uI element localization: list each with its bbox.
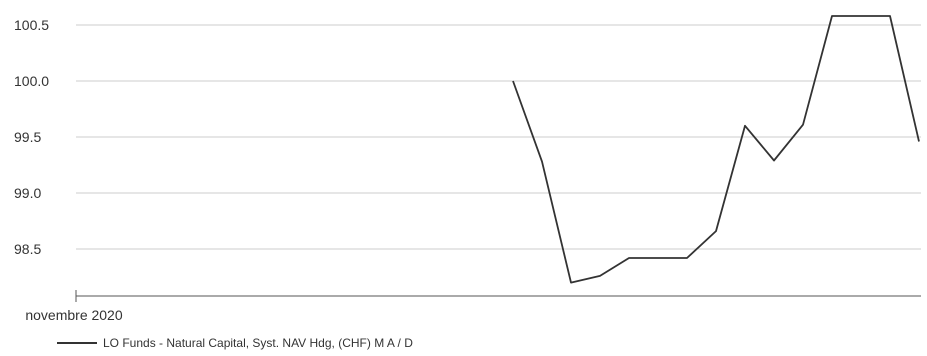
x-axis-ticks: novembre 2020 [25,290,123,323]
y-tick-label: 99.0 [14,185,41,201]
gridlines [76,24,921,250]
legend-label: LO Funds - Natural Capital, Syst. NAV Hd… [103,336,413,350]
y-tick-label: 100.5 [14,17,49,33]
y-tick-label: 99.5 [14,129,41,145]
series-line [512,15,920,284]
x-tick-label: novembre 2020 [25,307,123,323]
y-tick-label: 100.0 [14,73,49,89]
legend: LO Funds - Natural Capital, Syst. NAV Hd… [57,336,413,350]
legend-swatch [57,342,97,344]
y-tick-label: 98.5 [14,241,41,257]
y-axis-ticks: 100.5 100.0 99.5 99.0 98.5 [14,17,49,257]
